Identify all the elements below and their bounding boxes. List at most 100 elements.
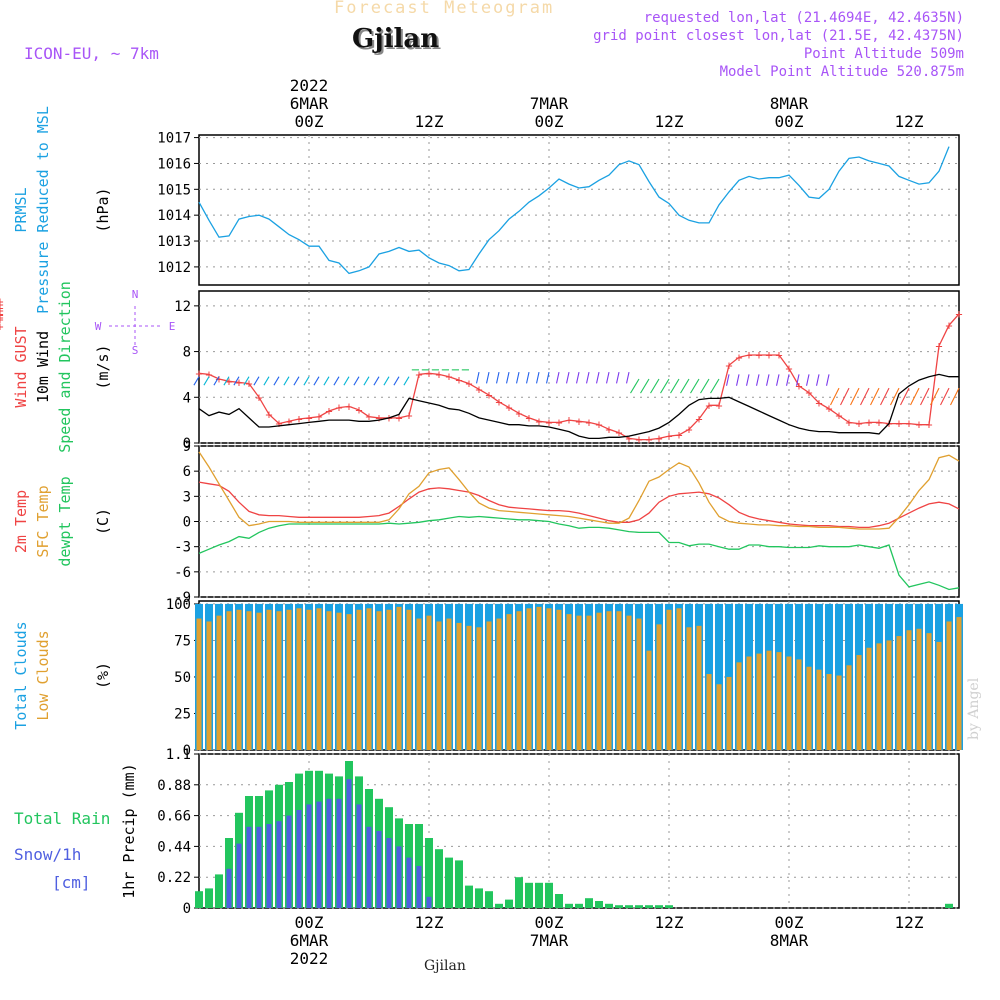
series-bar bbox=[205, 888, 213, 908]
series-bar bbox=[916, 628, 922, 750]
wind-direction-arrow bbox=[193, 376, 200, 386]
series-bar bbox=[306, 609, 312, 750]
series-bar bbox=[495, 903, 503, 908]
gust-marker: + bbox=[805, 386, 812, 400]
y-tick-label: 8 bbox=[183, 345, 191, 361]
time-axis-label-top: 00Z bbox=[775, 112, 804, 131]
y-tick-label: 9 bbox=[183, 439, 191, 455]
gust-marker: + bbox=[365, 410, 372, 424]
series-bar bbox=[475, 888, 483, 908]
series-bar bbox=[206, 621, 212, 750]
gust-marker: + bbox=[545, 415, 552, 429]
wind-direction-arrow bbox=[650, 378, 660, 394]
gust-marker: + bbox=[585, 415, 592, 429]
gust-marker: + bbox=[0, 298, 4, 312]
wind-direction-arrow bbox=[776, 374, 780, 386]
wind-direction-arrow bbox=[556, 372, 560, 384]
wind-direction-arrow bbox=[806, 374, 810, 386]
series-line bbox=[198, 146, 950, 275]
series-bar bbox=[866, 647, 872, 750]
series-bar bbox=[296, 810, 302, 908]
wind-direction-arrow bbox=[263, 376, 270, 386]
wind-direction-arrow bbox=[860, 387, 870, 406]
series-bar bbox=[346, 614, 352, 750]
series-bar bbox=[846, 665, 852, 750]
wind-direction-arrow bbox=[606, 372, 610, 384]
gust-marker: + bbox=[935, 339, 942, 353]
series-bar bbox=[506, 614, 512, 750]
gust-marker: + bbox=[765, 348, 772, 362]
series-bar bbox=[726, 676, 732, 750]
series-bar bbox=[515, 877, 523, 908]
y-tick-label: 0 bbox=[183, 515, 191, 531]
y-tick-label: 75 bbox=[174, 633, 191, 649]
gust-marker: + bbox=[925, 418, 932, 432]
panel-label: (m/s) bbox=[94, 344, 112, 389]
series-bar bbox=[426, 615, 432, 750]
y-tick-label: 0.88 bbox=[157, 778, 191, 794]
wind-direction-arrow bbox=[223, 376, 230, 386]
series-bar bbox=[666, 609, 672, 750]
series-bar bbox=[826, 674, 832, 750]
series-bar bbox=[615, 905, 623, 908]
wind-direction-arrow bbox=[700, 378, 710, 394]
panel-precip: 0 0.22 0.44 0.66 0.88 1.1 1hr Precip (mm) Total… bbox=[14, 747, 960, 917]
series-bar bbox=[555, 894, 563, 908]
gust-marker: + bbox=[875, 415, 882, 429]
series-bar bbox=[266, 609, 272, 750]
model-label: ICON-EU, ~ 7km bbox=[24, 44, 159, 63]
gust-marker: + bbox=[725, 358, 732, 372]
series-bar bbox=[876, 643, 882, 750]
series-bar bbox=[386, 609, 392, 750]
y-tick-label: 1016 bbox=[157, 156, 191, 172]
time-axis-label-bottom: 00Z bbox=[295, 913, 324, 932]
series-bar bbox=[786, 656, 792, 750]
wind-direction-arrow bbox=[930, 387, 940, 406]
series-bar bbox=[906, 630, 912, 750]
gust-marker: + bbox=[295, 412, 302, 426]
wind-direction-arrow bbox=[900, 387, 910, 406]
series-bar bbox=[216, 615, 222, 750]
series-bar bbox=[746, 656, 752, 750]
wind-direction-arrow bbox=[840, 387, 850, 406]
series-bar bbox=[396, 846, 402, 908]
wind-direction-arrow bbox=[726, 374, 730, 386]
time-axis-label-top: 8MAR bbox=[770, 94, 809, 113]
panel-temperature: -9 -6 -3 0 3 6 9 2m Temp SFC Temp dewpt Temp (C) bbox=[12, 439, 960, 606]
time-axis-label-bottom: 00Z bbox=[775, 913, 804, 932]
gust-marker: + bbox=[835, 409, 842, 423]
series-bar bbox=[226, 611, 232, 750]
gust-marker: + bbox=[245, 377, 252, 391]
wind-direction-arrow bbox=[273, 376, 280, 386]
series-bar bbox=[366, 608, 372, 750]
series-bar bbox=[465, 885, 473, 908]
gust-marker: + bbox=[265, 407, 272, 421]
series-bar bbox=[386, 838, 392, 908]
y-tick-label: 1012 bbox=[157, 260, 191, 276]
y-tick-label: 1.1 bbox=[166, 747, 191, 763]
panel-label: Low Clouds bbox=[34, 630, 52, 720]
series-bar bbox=[635, 905, 643, 908]
series-bar bbox=[616, 611, 622, 750]
wind-direction-arrow bbox=[710, 378, 720, 394]
wind-direction-arrow bbox=[596, 372, 600, 384]
wind-direction-arrow bbox=[890, 387, 900, 406]
wind-direction-arrow bbox=[940, 387, 950, 406]
wind-direction-arrow bbox=[393, 376, 400, 386]
gust-marker: + bbox=[705, 398, 712, 412]
wind-direction-arrow bbox=[363, 376, 370, 386]
gust-marker: + bbox=[695, 412, 702, 426]
series-bar bbox=[435, 849, 443, 908]
compass-east-label: E bbox=[169, 320, 176, 333]
wind-direction-arrow bbox=[576, 372, 580, 384]
series-bar bbox=[426, 896, 432, 908]
gust-marker: + bbox=[405, 409, 412, 423]
time-axis-label-top: 12Z bbox=[415, 112, 444, 131]
gust-marker: + bbox=[255, 390, 262, 404]
wind-direction-arrow bbox=[506, 372, 510, 384]
wind-direction-arrow bbox=[736, 374, 740, 386]
time-axis-label-bottom: 12Z bbox=[415, 913, 444, 932]
series-bar bbox=[246, 826, 252, 908]
series-bar bbox=[776, 652, 782, 750]
